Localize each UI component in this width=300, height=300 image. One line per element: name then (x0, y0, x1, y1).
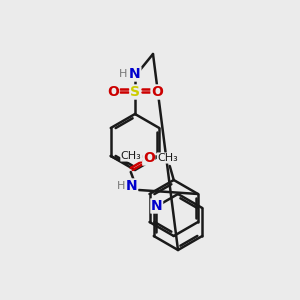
Text: N: N (126, 179, 138, 193)
Text: CH₃: CH₃ (158, 153, 178, 163)
Text: H: H (117, 181, 125, 191)
Text: N: N (151, 199, 163, 213)
Text: O: O (107, 85, 119, 99)
Text: CH₃: CH₃ (121, 151, 142, 161)
Text: S: S (130, 85, 140, 99)
Text: O: O (143, 151, 155, 165)
Text: N: N (129, 67, 141, 81)
Text: O: O (151, 85, 163, 99)
Text: H: H (119, 69, 127, 79)
